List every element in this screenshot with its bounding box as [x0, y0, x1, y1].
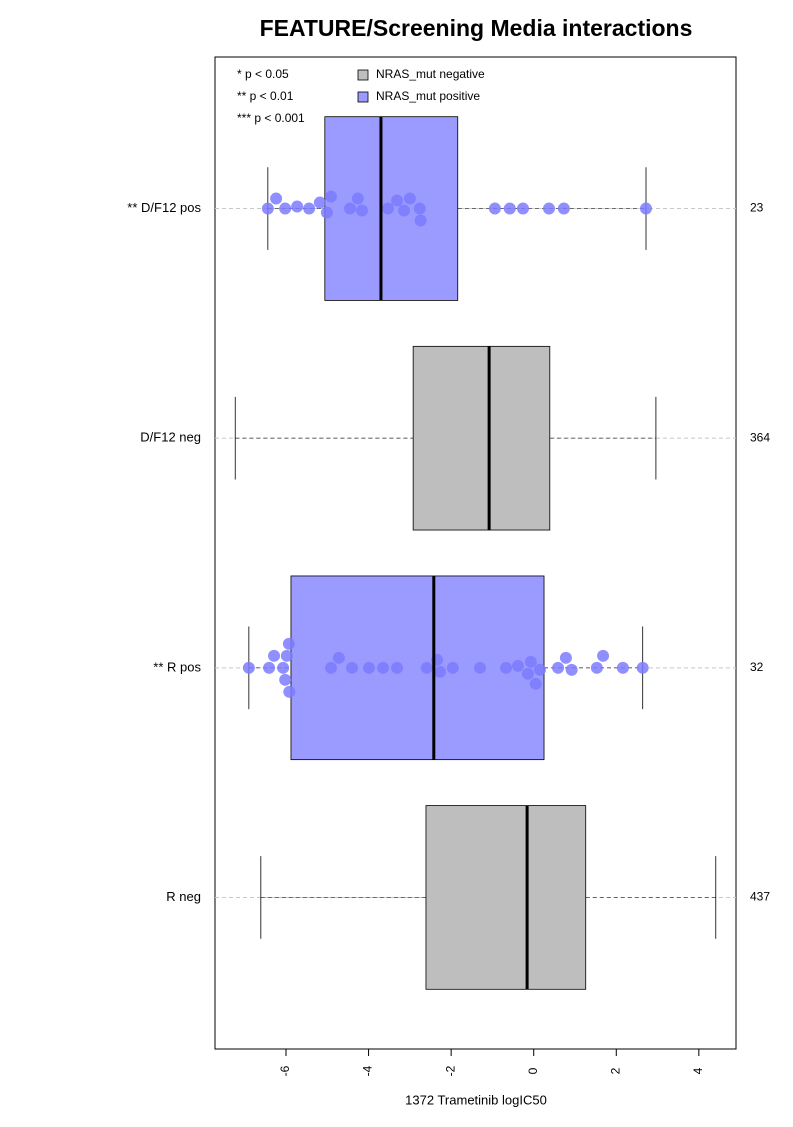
- point: [503, 202, 516, 215]
- significance-note: * p < 0.05: [237, 67, 289, 81]
- point: [559, 651, 572, 664]
- point: [291, 200, 304, 213]
- point: [343, 202, 356, 215]
- count-label: 23: [750, 201, 764, 215]
- point: [283, 685, 296, 698]
- point: [420, 661, 433, 674]
- point: [516, 202, 529, 215]
- point: [279, 202, 292, 215]
- count-label: 364: [750, 430, 770, 444]
- point: [282, 637, 295, 650]
- point: [261, 202, 274, 215]
- legend-label: NRAS_mut positive: [376, 89, 480, 103]
- x-axis-label: 1372 Trametinib logIC50: [405, 1092, 547, 1107]
- legend-swatch: [357, 91, 369, 103]
- legend-swatch: [357, 69, 369, 81]
- point: [381, 202, 394, 215]
- x-tick-label: 2: [608, 1067, 622, 1074]
- significance-note: ** p < 0.01: [237, 89, 294, 103]
- point: [640, 202, 653, 215]
- point: [474, 661, 487, 674]
- point: [565, 663, 578, 676]
- point: [524, 655, 537, 668]
- point: [616, 661, 629, 674]
- point: [413, 202, 426, 215]
- point: [268, 649, 281, 662]
- point: [391, 194, 404, 207]
- y-tick-label: R neg: [166, 889, 201, 904]
- point: [280, 649, 293, 662]
- y-tick-label: ** D/F12 pos: [127, 200, 201, 215]
- x-tick-label: -4: [361, 1065, 375, 1076]
- point: [320, 206, 333, 219]
- point: [597, 649, 610, 662]
- point: [512, 659, 525, 672]
- point: [332, 651, 345, 664]
- point: [433, 665, 446, 678]
- point: [557, 202, 570, 215]
- point: [529, 677, 542, 690]
- chart-title: FEATURE/Screening Media interactions: [260, 15, 693, 41]
- plot-frame: [214, 56, 737, 1050]
- point: [488, 202, 501, 215]
- significance-note: *** p < 0.001: [237, 111, 305, 125]
- point: [552, 661, 565, 674]
- x-tick-label: -2: [443, 1065, 457, 1076]
- x-tick-label: 0: [526, 1067, 540, 1074]
- point: [303, 202, 316, 215]
- point: [346, 661, 359, 674]
- point: [403, 192, 416, 205]
- legend-label: NRAS_mut negative: [376, 67, 485, 81]
- point: [279, 673, 292, 686]
- point: [533, 663, 546, 676]
- box: [412, 345, 551, 531]
- point: [277, 661, 290, 674]
- point: [446, 661, 459, 674]
- point: [325, 190, 338, 203]
- count-label: 32: [750, 660, 764, 674]
- point: [362, 661, 375, 674]
- point: [414, 214, 427, 227]
- point: [263, 661, 276, 674]
- point: [398, 204, 411, 217]
- count-label: 437: [750, 890, 770, 904]
- x-tick-label: -6: [278, 1065, 292, 1076]
- point: [542, 202, 555, 215]
- point: [590, 661, 603, 674]
- y-tick-label: D/F12 neg: [140, 430, 201, 445]
- box: [425, 805, 587, 990]
- point: [355, 204, 368, 217]
- point: [325, 661, 338, 674]
- point: [500, 661, 513, 674]
- point: [521, 667, 534, 680]
- point: [270, 192, 283, 205]
- x-tick-label: 4: [691, 1067, 705, 1074]
- point: [242, 661, 255, 674]
- point: [636, 661, 649, 674]
- point: [377, 661, 390, 674]
- point: [351, 192, 364, 205]
- point: [391, 661, 404, 674]
- point: [313, 196, 326, 209]
- y-tick-label: ** R pos: [153, 659, 201, 674]
